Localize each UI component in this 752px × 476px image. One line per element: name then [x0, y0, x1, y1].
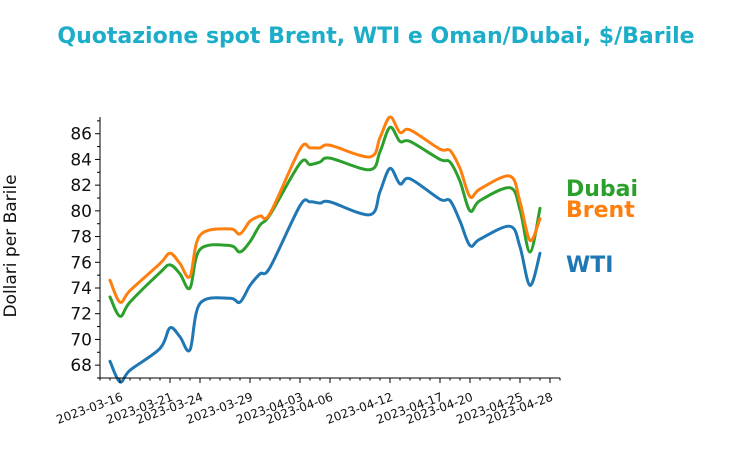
y-tick-label: 84	[70, 150, 92, 170]
y-tick-label: 78	[70, 228, 92, 248]
y-tick-label: 82	[70, 176, 92, 196]
y-tick-label: 74	[70, 279, 92, 299]
series-line-brent	[108, 115, 542, 304]
series-line-dubai	[108, 125, 542, 318]
series-label-wti: WTI	[566, 253, 613, 278]
y-tick-label: 68	[70, 356, 92, 376]
y-tick-label: 72	[70, 305, 92, 325]
series-label-dubai: Dubai	[566, 177, 638, 202]
series-label-brent: Brent	[566, 198, 635, 223]
y-tick-label: 80	[70, 202, 92, 222]
chart-title: Quotazione spot Brent, WTI e Oman/Dubai,…	[57, 24, 695, 49]
series-line-wti	[108, 166, 542, 384]
y-axis: 68 70 72 74 76 78 80 82 84 86	[70, 117, 101, 379]
y-tick-label: 76	[70, 253, 92, 273]
y-tick-label: 86	[70, 125, 92, 145]
x-axis: 2023-03-162023-03-212023-03-242023-03-29…	[54, 377, 561, 427]
plot-area	[108, 115, 542, 384]
y-tick-label: 70	[70, 330, 92, 350]
y-axis-label: Dollari per Barile	[1, 174, 21, 317]
